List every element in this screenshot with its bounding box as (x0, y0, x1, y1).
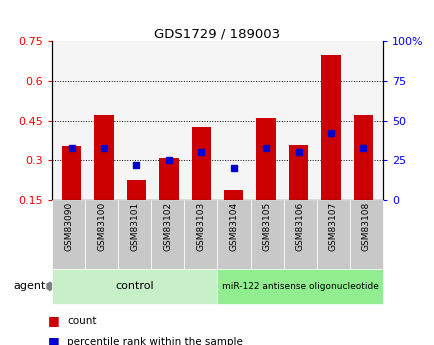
Title: GDS1729 / 189003: GDS1729 / 189003 (154, 27, 280, 40)
Text: GSM83104: GSM83104 (229, 202, 238, 251)
Text: GSM83100: GSM83100 (97, 202, 106, 251)
Text: GSM83102: GSM83102 (163, 202, 172, 251)
Text: GSM83106: GSM83106 (295, 202, 304, 251)
Bar (353, 116, 372, 200)
Text: GSM83105: GSM83105 (262, 202, 271, 251)
Text: agent: agent (13, 282, 46, 291)
Text: percentile rank within the sample: percentile rank within the sample (67, 337, 243, 345)
Text: miR-122 antisense oligonucleotide: miR-122 antisense oligonucleotide (221, 282, 378, 291)
Text: GSM83101: GSM83101 (130, 202, 139, 251)
Text: ■: ■ (48, 335, 59, 345)
Bar (159, 158, 178, 200)
Text: GSM83090: GSM83090 (64, 202, 73, 251)
FancyArrow shape (47, 282, 58, 290)
Bar (224, 189, 243, 200)
Text: control: control (115, 282, 154, 291)
Text: GSM83108: GSM83108 (361, 202, 370, 251)
Text: ■: ■ (48, 314, 59, 327)
Bar (126, 180, 146, 200)
Bar (191, 127, 210, 200)
Text: GSM83103: GSM83103 (196, 202, 205, 251)
Bar (94, 116, 114, 200)
Bar (320, 55, 340, 200)
Bar (62, 146, 81, 200)
Bar (256, 118, 275, 200)
Text: GSM83107: GSM83107 (328, 202, 337, 251)
Text: count: count (67, 316, 97, 326)
Bar (288, 145, 308, 200)
